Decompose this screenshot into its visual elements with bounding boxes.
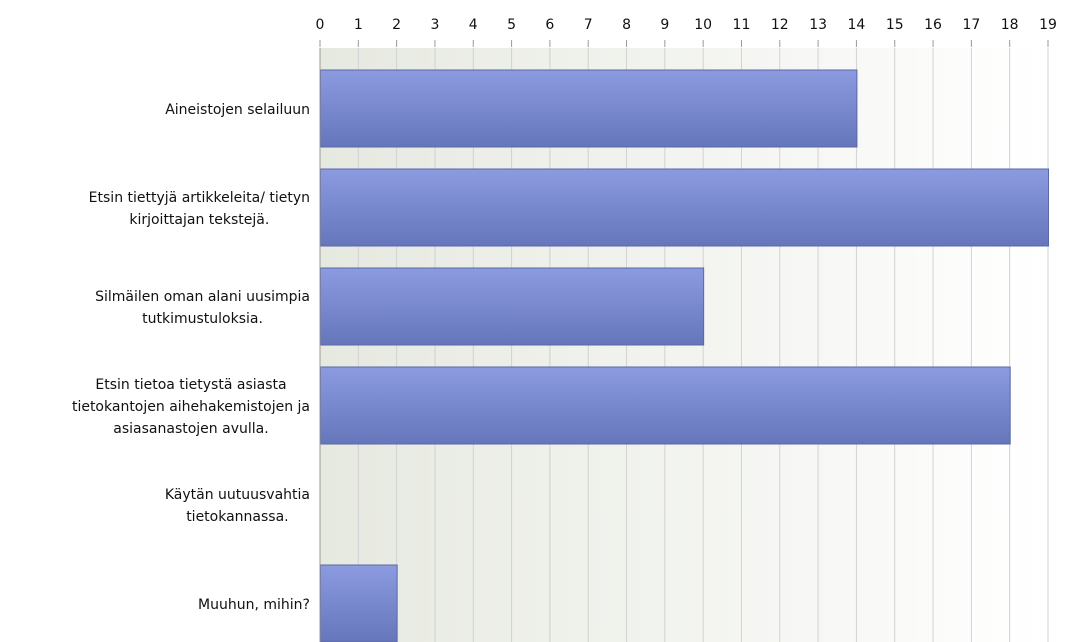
bar	[320, 168, 1049, 247]
y-category-label: Aineistojen selailuun	[165, 99, 310, 121]
x-tick-label: 12	[771, 17, 789, 33]
y-category-label-line: Aineistojen selailuun	[165, 101, 310, 118]
x-tick-label: 14	[848, 17, 866, 33]
bar	[320, 564, 398, 642]
y-category-label: Silmäilen oman alani uusimpia tutkimustul…	[95, 286, 310, 330]
x-tick-label: 7	[584, 17, 593, 33]
y-category-label-line: kirjoittajan tekstejä.	[129, 211, 270, 228]
y-category-label-line: tutkimustuloksia.	[142, 310, 263, 327]
x-axis-ticks: 0 1 2 3 4 5 6 7 8 9 10 11 12 13 14 15 16 17 18 19	[316, 17, 1057, 47]
x-tick-label: 3	[430, 17, 439, 33]
y-category-label: Muuhun, mihin?	[198, 594, 310, 616]
x-tick-label: 8	[622, 17, 631, 33]
x-tick-label: 13	[809, 17, 827, 33]
x-tick-label: 15	[886, 17, 904, 33]
x-tick-label: 5	[507, 17, 516, 33]
x-tick-label: 4	[469, 17, 478, 33]
bars	[320, 69, 1049, 642]
x-tick-label: 16	[924, 17, 942, 33]
y-category-label-line: tietokannassa.	[186, 508, 289, 525]
y-category-label-line: tietokantojen aihehakemistojen ja	[71, 398, 310, 415]
bar	[320, 267, 705, 346]
y-category-label: Etsin tietoa tietystä asiasta tietokantoj…	[72, 374, 310, 440]
x-tick-label: 18	[1001, 17, 1019, 33]
x-tick-label: 6	[545, 17, 554, 33]
x-tick-label: 1	[354, 17, 363, 33]
y-category-label-line: Muuhun, mihin?	[198, 596, 310, 613]
y-category-label: Käytän uutuusvahtia tietokannassa.	[165, 484, 310, 528]
y-category-label: Etsin tiettyjä artikkeleita/ tietyn kirjo…	[89, 187, 310, 231]
x-tick-label: 10	[694, 17, 712, 33]
y-category-label-line: Etsin tiettyjä artikkeleita/ tietyn	[88, 189, 310, 206]
x-tick-label: 2	[392, 17, 401, 33]
y-category-label-line: asiasanastojen avulla.	[113, 420, 269, 437]
y-category-label-line: Etsin tietoa tietystä asiasta	[95, 376, 287, 393]
x-tick-label: 0	[316, 17, 325, 33]
x-tick-label: 17	[962, 17, 980, 33]
x-tick-label: 9	[660, 17, 669, 33]
bar	[320, 69, 858, 148]
x-tick-label: 19	[1039, 17, 1057, 33]
x-tick-label: 11	[733, 17, 751, 33]
y-category-label-line: Silmäilen oman alani uusimpia	[95, 288, 310, 305]
bar	[320, 366, 1011, 445]
y-category-label-line: Käytän uutuusvahtia	[164, 486, 310, 503]
